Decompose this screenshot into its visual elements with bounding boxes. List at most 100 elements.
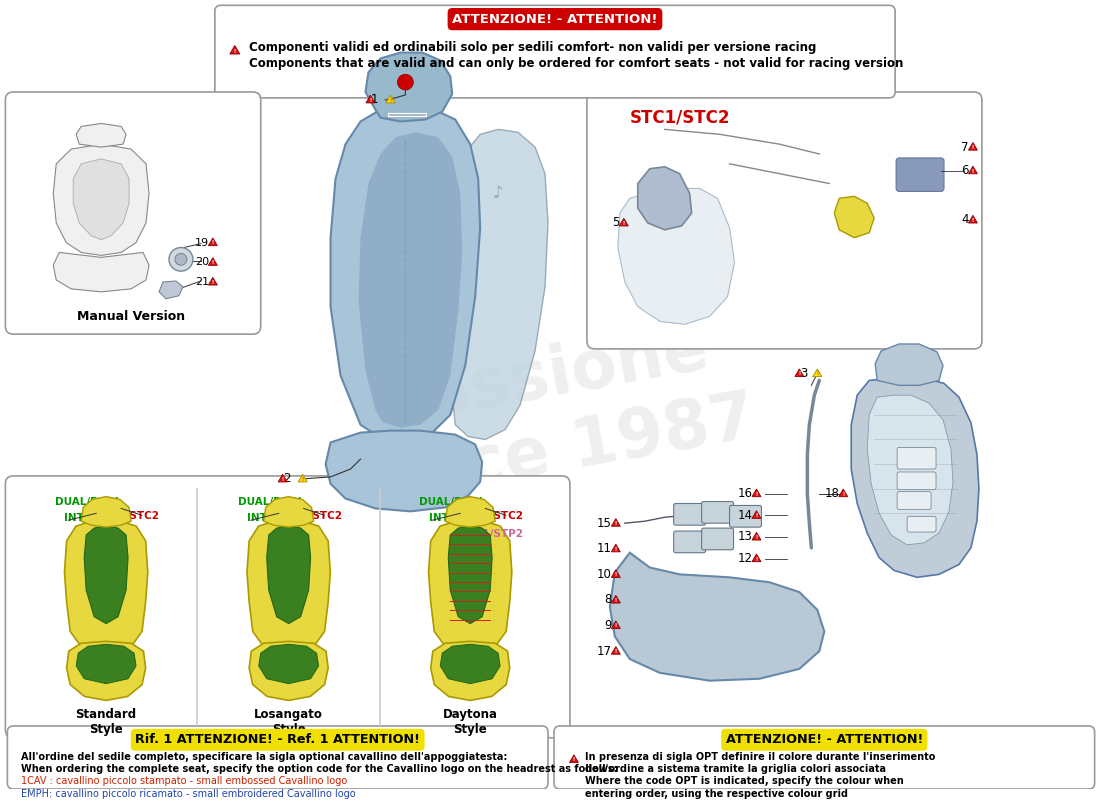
Polygon shape bbox=[612, 646, 620, 654]
Polygon shape bbox=[248, 519, 330, 651]
Polygon shape bbox=[365, 53, 452, 122]
Text: 4: 4 bbox=[961, 214, 969, 226]
Text: !: ! bbox=[211, 241, 215, 246]
FancyBboxPatch shape bbox=[673, 503, 705, 525]
FancyBboxPatch shape bbox=[6, 92, 261, 334]
Circle shape bbox=[169, 247, 192, 271]
Text: !: ! bbox=[623, 221, 625, 226]
Text: 8: 8 bbox=[605, 594, 612, 606]
Polygon shape bbox=[208, 278, 218, 285]
Text: 13: 13 bbox=[738, 530, 752, 543]
Text: STC1/STC2: STC1/STC2 bbox=[279, 511, 342, 522]
Text: !: ! bbox=[756, 513, 758, 518]
Text: Componenti validi ed ordinabili solo per sedili comfort- non validi per versione: Componenti validi ed ordinabili solo per… bbox=[249, 41, 816, 54]
Polygon shape bbox=[366, 95, 375, 103]
Text: Bassione
since 1987: Bassione since 1987 bbox=[339, 310, 761, 520]
Text: !: ! bbox=[573, 758, 575, 762]
Text: 17: 17 bbox=[597, 645, 612, 658]
Polygon shape bbox=[74, 159, 129, 240]
Polygon shape bbox=[76, 644, 136, 684]
Text: INTP: INTP bbox=[429, 514, 456, 523]
Polygon shape bbox=[612, 621, 620, 629]
Text: 2: 2 bbox=[283, 472, 290, 486]
FancyBboxPatch shape bbox=[6, 476, 570, 738]
Polygon shape bbox=[612, 570, 620, 578]
FancyBboxPatch shape bbox=[8, 726, 548, 789]
Text: Daytona
Style: Daytona Style bbox=[442, 708, 497, 736]
Text: DUAL/DAAL: DUAL/DAAL bbox=[55, 497, 121, 506]
Text: !: ! bbox=[389, 98, 392, 102]
Polygon shape bbox=[331, 105, 481, 442]
Polygon shape bbox=[968, 166, 978, 174]
Polygon shape bbox=[612, 595, 620, 603]
Polygon shape bbox=[326, 430, 482, 511]
Polygon shape bbox=[612, 544, 620, 552]
Circle shape bbox=[397, 74, 414, 90]
Polygon shape bbox=[446, 497, 495, 527]
Text: 14: 14 bbox=[737, 509, 752, 522]
Text: !: ! bbox=[233, 49, 235, 54]
Polygon shape bbox=[752, 489, 761, 497]
Text: Standard
Style: Standard Style bbox=[76, 708, 136, 736]
Text: !: ! bbox=[756, 535, 758, 540]
Text: 6: 6 bbox=[961, 164, 969, 178]
FancyBboxPatch shape bbox=[908, 516, 936, 532]
Text: 19: 19 bbox=[195, 238, 209, 247]
Text: Manual Version: Manual Version bbox=[77, 310, 185, 323]
Text: 10: 10 bbox=[597, 568, 612, 581]
FancyBboxPatch shape bbox=[896, 158, 944, 191]
Polygon shape bbox=[429, 519, 512, 651]
Polygon shape bbox=[968, 215, 978, 223]
Text: 15: 15 bbox=[597, 517, 612, 530]
Polygon shape bbox=[876, 344, 943, 386]
Text: Where the code OPT is indicated, specify the colour when: Where the code OPT is indicated, specify… bbox=[585, 776, 904, 786]
Text: !: ! bbox=[615, 649, 617, 654]
Text: !: ! bbox=[301, 477, 304, 482]
Polygon shape bbox=[570, 755, 579, 762]
Polygon shape bbox=[752, 554, 761, 562]
Polygon shape bbox=[752, 532, 761, 540]
Polygon shape bbox=[867, 395, 953, 545]
Polygon shape bbox=[619, 218, 628, 226]
Text: Losangato
Style: Losangato Style bbox=[254, 708, 323, 736]
FancyBboxPatch shape bbox=[898, 447, 936, 469]
Text: STP1/STP2: STP1/STP2 bbox=[461, 529, 524, 539]
FancyBboxPatch shape bbox=[898, 492, 931, 510]
Text: !: ! bbox=[971, 169, 975, 174]
Text: dell'ordine a sistema tramite la griglia colori associata: dell'ordine a sistema tramite la griglia… bbox=[585, 764, 886, 774]
Polygon shape bbox=[618, 189, 735, 324]
Text: 9: 9 bbox=[604, 619, 612, 632]
Text: 3: 3 bbox=[800, 367, 807, 380]
Text: 1CAV : cavallino piccolo stampato - small embossed Cavallino logo: 1CAV : cavallino piccolo stampato - smal… bbox=[21, 776, 348, 786]
Text: 5: 5 bbox=[613, 217, 619, 230]
Polygon shape bbox=[278, 474, 287, 482]
Text: DUAL/DAAL: DUAL/DAAL bbox=[238, 497, 304, 506]
Text: !: ! bbox=[211, 260, 215, 265]
Text: !: ! bbox=[211, 280, 215, 285]
Text: !: ! bbox=[282, 477, 284, 482]
Text: STC1/STC2: STC1/STC2 bbox=[630, 109, 730, 126]
Text: 7: 7 bbox=[961, 141, 969, 154]
Polygon shape bbox=[160, 281, 183, 298]
Polygon shape bbox=[612, 518, 620, 526]
Polygon shape bbox=[968, 142, 978, 150]
Text: In presenza di sigla OPT definire il colore durante l'inserimento: In presenza di sigla OPT definire il col… bbox=[585, 751, 935, 762]
Polygon shape bbox=[839, 489, 848, 497]
Polygon shape bbox=[76, 123, 126, 147]
Polygon shape bbox=[208, 238, 218, 246]
Text: 20: 20 bbox=[195, 258, 209, 267]
Polygon shape bbox=[609, 553, 824, 681]
Text: !: ! bbox=[756, 557, 758, 562]
Text: Rif. 1 ATTENZIONE! - Ref. 1 ATTENTION!: Rif. 1 ATTENZIONE! - Ref. 1 ATTENTION! bbox=[135, 734, 420, 746]
Text: entering order, using the respective colour grid: entering order, using the respective col… bbox=[585, 789, 848, 798]
Polygon shape bbox=[230, 46, 240, 54]
Text: !: ! bbox=[615, 572, 617, 578]
Text: ATTENZIONE! - ATTENTION!: ATTENZIONE! - ATTENTION! bbox=[452, 13, 658, 26]
FancyBboxPatch shape bbox=[214, 6, 895, 98]
Polygon shape bbox=[386, 95, 395, 103]
Polygon shape bbox=[834, 196, 874, 238]
Text: STC1/STC2: STC1/STC2 bbox=[97, 511, 160, 522]
Text: !: ! bbox=[615, 521, 617, 526]
Polygon shape bbox=[449, 525, 492, 623]
Polygon shape bbox=[359, 132, 462, 428]
